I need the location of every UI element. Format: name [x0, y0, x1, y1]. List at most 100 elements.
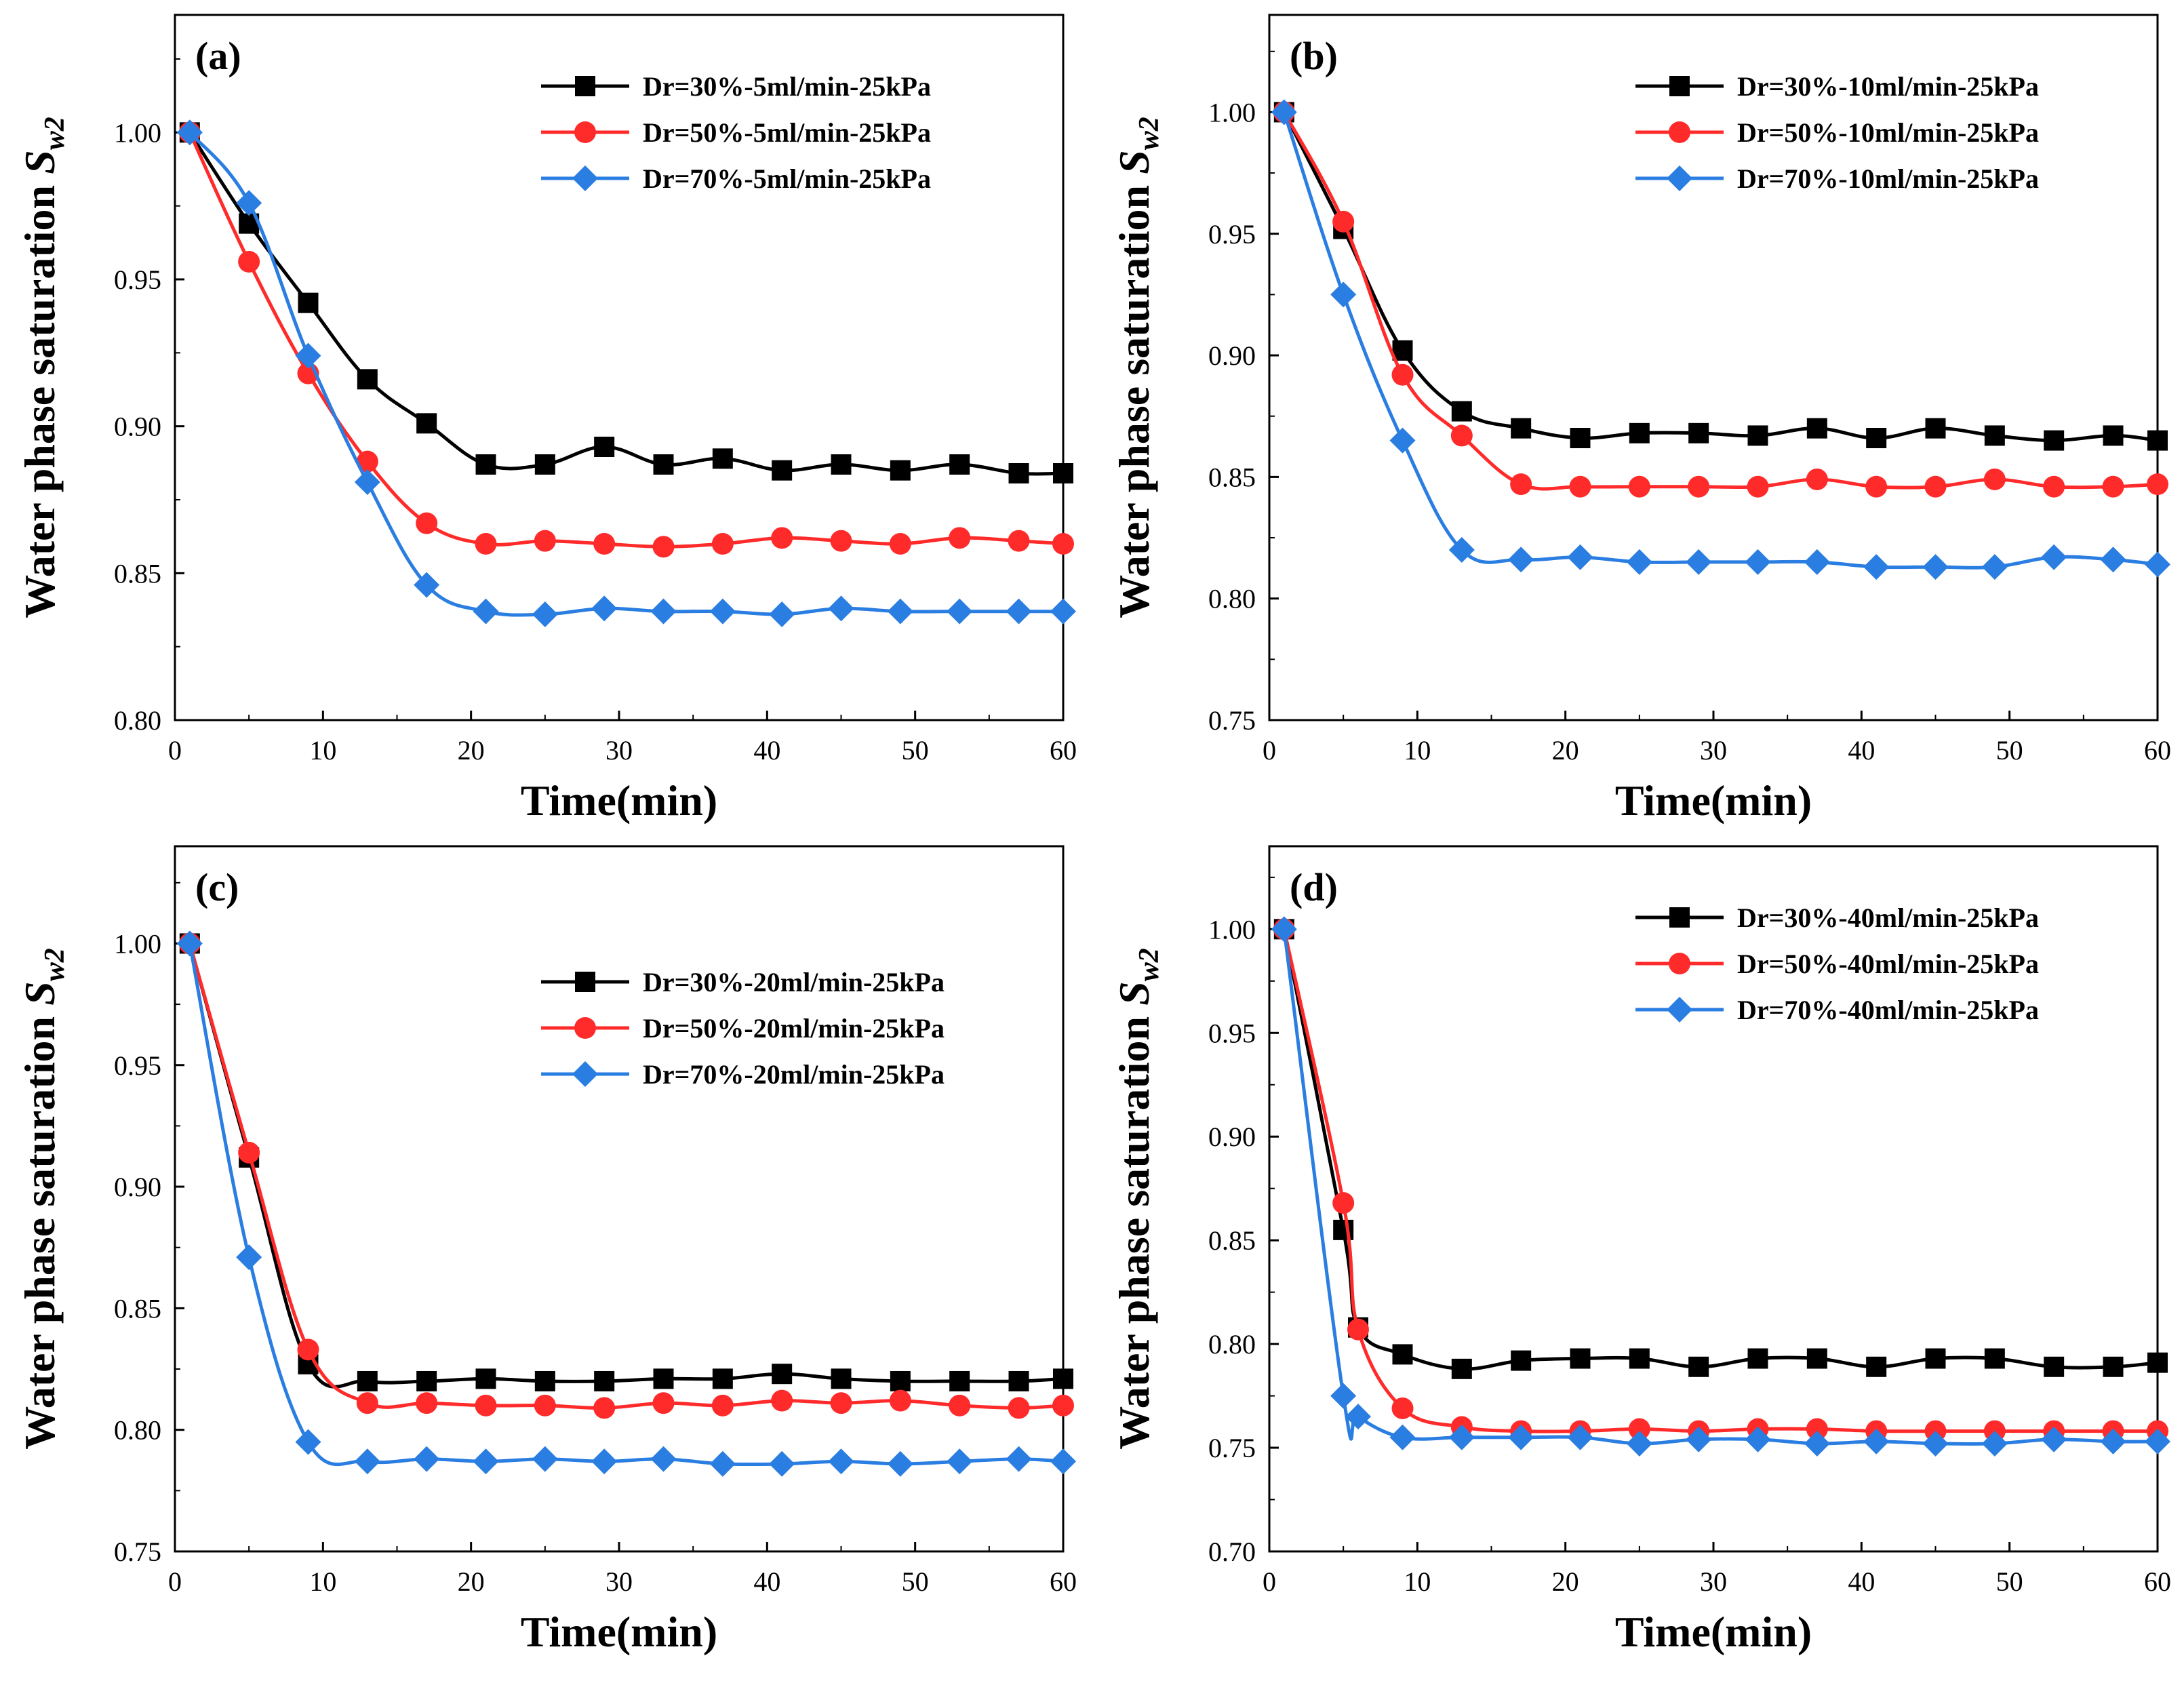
legend-label: Dr=50%-5ml/min-25kPa	[643, 117, 931, 148]
series-2	[176, 119, 1076, 627]
data-point	[593, 533, 616, 555]
y-tick-label: 0.75	[1208, 705, 1256, 736]
data-point	[709, 598, 736, 625]
x-axis-title: Time(min)	[521, 776, 717, 825]
data-point	[416, 1370, 437, 1391]
data-point	[532, 1446, 558, 1472]
y-tick-label: 0.80	[1208, 584, 1256, 614]
legend-label: Dr=50%-20ml/min-25kPa	[643, 1013, 945, 1044]
legend-item: Dr=30%-40ml/min-25kPa	[1635, 903, 2039, 933]
data-point	[1567, 1424, 1593, 1450]
y-axis-title-text: Water phase saturation	[16, 174, 64, 618]
data-point	[769, 1450, 795, 1477]
data-point	[1866, 1356, 1887, 1377]
data-point	[1922, 1430, 1949, 1456]
series-0	[1273, 919, 2168, 1379]
legend-item: Dr=50%-5ml/min-25kPa	[541, 117, 931, 148]
y-axis-title-symbol: S	[1110, 981, 1158, 1006]
x-tick-label: 20	[458, 735, 485, 766]
series-2	[1271, 99, 2170, 580]
data-point	[1629, 422, 1650, 443]
y-axis-title-text: Water phase saturation	[16, 1006, 64, 1450]
data-point	[1866, 428, 1887, 448]
y-tick-label: 0.95	[1208, 1018, 1256, 1048]
y-tick-label: 1.00	[1208, 914, 1256, 945]
data-point	[1806, 1418, 1828, 1440]
legend-item: Dr=50%-20ml/min-25kPa	[541, 1013, 945, 1044]
y-tick-label: 1.00	[114, 117, 161, 148]
data-point	[1863, 554, 1890, 580]
data-point	[2147, 1352, 2168, 1373]
y-tick-label: 1.00	[1208, 97, 1256, 127]
x-tick-label: 10	[1404, 1566, 1431, 1597]
y-tick-label: 0.95	[1208, 219, 1256, 250]
panel-label: (b)	[1290, 34, 1338, 78]
legend-label: Dr=70%-20ml/min-25kPa	[643, 1059, 945, 1090]
legend-marker	[1667, 997, 1692, 1023]
y-axis-title: Water phase saturation Sw2	[1110, 117, 1165, 618]
data-point	[1981, 1430, 2008, 1456]
x-axis-title: Time(min)	[521, 1608, 717, 1656]
data-point	[947, 598, 973, 625]
y-axis-title-text: Water phase saturation	[1110, 174, 1158, 618]
data-point	[772, 460, 793, 481]
y-tick-label: 0.95	[114, 1050, 161, 1081]
data-point	[2145, 551, 2170, 578]
legend-item: Dr=70%-5ml/min-25kPa	[541, 163, 931, 194]
data-point	[1628, 475, 1650, 498]
x-tick-label: 30	[605, 735, 633, 766]
x-tick-label: 20	[1552, 735, 1579, 766]
data-point	[1865, 475, 1888, 498]
data-point	[1925, 1348, 1946, 1369]
data-point	[1626, 549, 1652, 575]
y-tick-label: 0.85	[114, 1293, 161, 1324]
data-point	[236, 1244, 262, 1271]
legend-marker	[1669, 121, 1690, 143]
x-tick-label: 50	[902, 1566, 929, 1597]
data-point	[1508, 547, 1534, 573]
data-point	[1806, 1348, 1827, 1369]
y-axis-title: Water phase saturation Sw2	[16, 948, 71, 1449]
legend-marker	[572, 1061, 598, 1087]
data-point	[772, 1364, 793, 1385]
data-point	[890, 1370, 911, 1391]
data-point	[2100, 1428, 2126, 1454]
data-point	[356, 1392, 378, 1414]
data-point	[1863, 1428, 1890, 1454]
data-point	[1511, 1350, 1532, 1371]
data-point	[1053, 1368, 1073, 1389]
data-point	[176, 930, 203, 957]
data-point	[414, 1446, 440, 1472]
data-point	[534, 1394, 556, 1416]
data-point	[771, 1389, 793, 1412]
data-point	[475, 1394, 497, 1416]
y-axis-title: Water phase saturation Sw2	[1110, 948, 1165, 1449]
series-line	[188, 943, 1064, 1389]
panel-label: (d)	[1290, 865, 1338, 909]
legend-item: Dr=50%-40ml/min-25kPa	[1635, 949, 2039, 979]
legend-label: Dr=30%-20ml/min-25kPa	[643, 967, 945, 997]
data-point	[890, 460, 911, 481]
data-point	[1450, 424, 1473, 447]
x-tick-label: 0	[168, 735, 182, 766]
data-point	[1806, 468, 1828, 490]
data-point	[652, 1392, 675, 1414]
x-tick-label: 50	[902, 735, 929, 766]
data-point	[295, 1429, 321, 1455]
data-point	[1924, 475, 1947, 498]
y-tick-label: 0.75	[114, 1537, 161, 1567]
x-tick-label: 0	[168, 1566, 182, 1597]
data-point	[1804, 1430, 1830, 1456]
legend-marker	[574, 121, 596, 143]
data-point	[475, 1368, 496, 1389]
data-point	[1628, 1418, 1650, 1440]
y-axis-title-symbol: S	[16, 981, 64, 1006]
data-point	[1747, 1348, 1768, 1369]
data-point	[828, 595, 854, 622]
data-point	[2147, 473, 2168, 496]
data-point	[594, 437, 615, 457]
x-tick-label: 60	[2144, 1566, 2171, 1597]
data-point	[1745, 1426, 1771, 1452]
panel-label: (a)	[195, 34, 241, 78]
data-point	[712, 448, 733, 469]
